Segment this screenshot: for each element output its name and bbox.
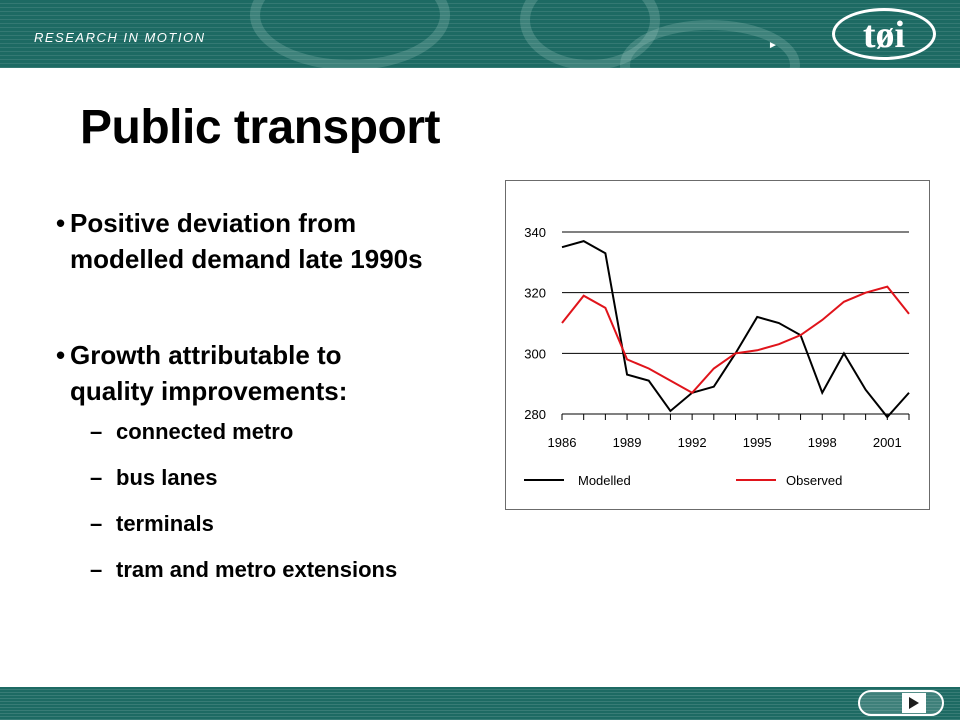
bullet-line: modelled demand late 1990s: [70, 244, 423, 274]
y-tick-label: 280: [524, 407, 546, 422]
x-tick-label: 1986: [548, 435, 577, 450]
bullet-line: Positive deviation from: [70, 208, 357, 238]
bullet-line: Growth attributable to: [70, 340, 342, 370]
line-chart: 280 300 320 340 1986 1989 1992 1995 1998 2001 Mode…: [505, 180, 930, 510]
banner-arrow-icon: ►: [768, 40, 778, 51]
sub-bullet-text: tram and metro extensions: [116, 557, 398, 582]
sub-bullet-text: terminals: [116, 511, 214, 536]
series-line-observed: [561, 285, 910, 395]
x-tick-label: 2001: [873, 435, 902, 450]
logo-text: tøi: [862, 14, 906, 56]
x-tick-label: 1995: [743, 435, 772, 450]
next-slide-button[interactable]: [902, 693, 926, 713]
dash-icon: –: [90, 419, 103, 444]
bottom-banner: [0, 687, 960, 720]
bullet-item: • Growth attributable to quality improve…: [56, 337, 496, 409]
bullet-dot-icon: •: [56, 208, 66, 238]
x-tick-label: 1998: [808, 435, 837, 450]
sub-bullet-item: – tram and metro extensions: [56, 557, 496, 583]
sub-bullet-item: – bus lanes: [56, 465, 496, 491]
dash-icon: –: [90, 511, 103, 536]
y-tick-label: 320: [524, 286, 546, 301]
bullet-item: • Positive deviation from modelled deman…: [56, 205, 496, 277]
bullet-list: • Positive deviation from modelled deman…: [56, 205, 496, 583]
legend-label: Observed: [786, 473, 842, 488]
sub-bullet-item: – terminals: [56, 511, 496, 537]
chart-svg: 280 300 320 340 1986 1989 1992 1995 1998 2001 Mode…: [524, 225, 910, 488]
x-tick-label: 1989: [613, 435, 642, 450]
sub-bullet-text: connected metro: [116, 419, 294, 444]
slide-title: Public transport: [80, 101, 441, 154]
x-tick-label: 1992: [678, 435, 707, 450]
bullet-dot-icon: •: [56, 340, 66, 370]
sub-bullet-item: – connected metro: [56, 419, 496, 445]
next-arrow-icon: [909, 697, 919, 709]
bullet-line: quality improvements:: [70, 376, 348, 406]
legend-label: Modelled: [578, 473, 631, 488]
dash-icon: –: [90, 465, 103, 490]
sub-bullet-text: bus lanes: [116, 465, 218, 490]
banner-stripes: [0, 0, 960, 68]
bottom-stripes: [0, 687, 960, 720]
dash-icon: –: [90, 557, 103, 582]
toi-logo: tøi: [832, 8, 936, 60]
y-tick-label: 340: [524, 225, 546, 240]
tagline: RESEARCH IN MOTION: [34, 30, 206, 45]
top-banner: RESEARCH IN MOTION ► tøi: [0, 0, 960, 68]
nav-control: [858, 690, 944, 716]
y-tick-label: 300: [524, 346, 546, 361]
